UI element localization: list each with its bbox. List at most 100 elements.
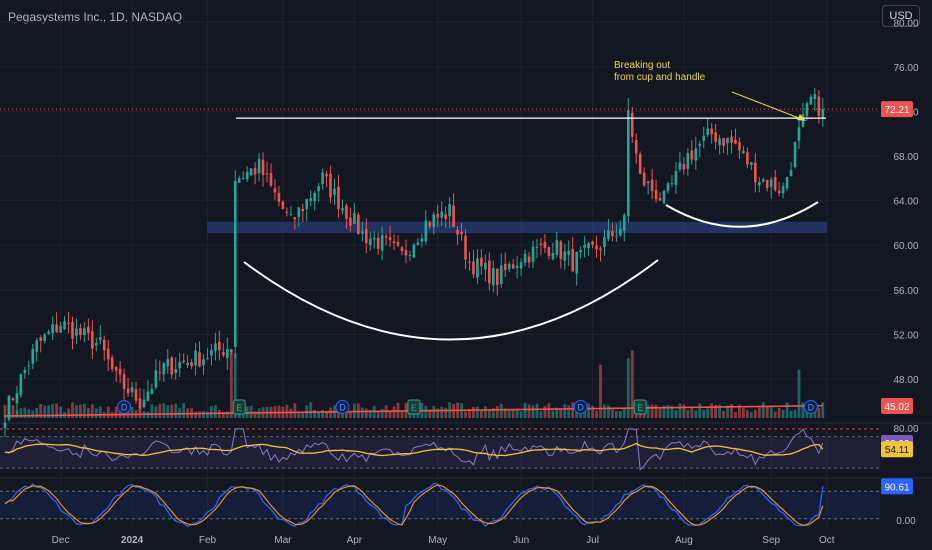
- candle-body: [400, 247, 404, 252]
- volume-bar: [599, 364, 602, 418]
- candle-body: [662, 190, 666, 204]
- candle-body: [726, 137, 729, 144]
- volume-bar: [611, 409, 614, 418]
- candle-body: [297, 207, 301, 217]
- volume-bar: [575, 411, 579, 418]
- candle-body: [269, 173, 273, 186]
- candle-body: [416, 242, 420, 245]
- candle-body: [241, 177, 245, 179]
- volume-bar: [630, 350, 634, 418]
- currency-button[interactable]: USD: [882, 5, 920, 27]
- candle-body: [372, 237, 376, 240]
- candle-body: [178, 362, 181, 369]
- annotation-arrow: [731, 91, 805, 121]
- volume-bar: [654, 404, 658, 418]
- volume-bar: [678, 403, 682, 418]
- volume-bar: [444, 407, 448, 418]
- rsi-ma-badge-bg: [881, 441, 913, 458]
- volume-bar: [285, 404, 289, 418]
- volume-bar: [158, 403, 162, 418]
- volume-bar: [90, 404, 94, 418]
- volume-bar: [229, 348, 233, 418]
- candle-body: [11, 398, 15, 400]
- candle-body: [503, 263, 507, 270]
- volume-bar: [428, 409, 432, 418]
- time-tick-label: Sep: [762, 535, 780, 546]
- volume-bar: [225, 411, 229, 418]
- candle-body: [182, 360, 185, 363]
- candle-body: [396, 242, 400, 246]
- volume-bar: [400, 411, 404, 418]
- candle-body: [190, 362, 193, 367]
- candle-body: [654, 189, 658, 200]
- volume-bar: [523, 402, 527, 418]
- candle-body: [309, 198, 312, 201]
- candle-body: [218, 341, 221, 351]
- volume-bar: [543, 405, 547, 418]
- volume-bar: [468, 409, 471, 418]
- candle-body: [55, 324, 58, 333]
- candle-body: [194, 350, 197, 366]
- price-tick-label: 80.00: [893, 18, 918, 29]
- candle-body: [170, 357, 174, 375]
- stoch-band: [0, 491, 880, 519]
- volume-bar: [75, 405, 78, 418]
- volume-bar: [511, 410, 515, 418]
- rsi-pane: [0, 428, 880, 471]
- handle-curve: [665, 201, 819, 228]
- candle-body: [746, 152, 749, 165]
- volume-bar: [658, 406, 662, 418]
- candle-body: [809, 96, 813, 105]
- candle-body: [35, 340, 39, 352]
- candle-body: [110, 357, 114, 370]
- volume-bar: [198, 411, 201, 418]
- candle-body: [301, 208, 305, 212]
- candle-body: [364, 229, 368, 244]
- dividend-marker-circle: [335, 400, 350, 414]
- dividend-marker-circle: [803, 400, 818, 414]
- candle-body: [452, 205, 455, 228]
- candle-body: [623, 215, 626, 231]
- price-tick-label: 64.00: [893, 197, 918, 208]
- volume-bar: [43, 405, 47, 418]
- volume-bar: [289, 408, 293, 418]
- volume-bar: [356, 403, 360, 418]
- volume-bar: [321, 409, 324, 418]
- volume-bar: [329, 407, 332, 418]
- volume-bar: [424, 405, 428, 418]
- candle-body: [19, 374, 23, 396]
- candle-body: [488, 260, 491, 284]
- candle-body: [785, 176, 789, 189]
- dividend-marker: D: [335, 400, 350, 414]
- volume-bar: [325, 411, 328, 418]
- time-tick-label: Jun: [513, 535, 529, 546]
- volume-bar: [579, 410, 583, 418]
- annotation-arrowhead: [797, 114, 806, 121]
- candle-body: [690, 150, 694, 160]
- volume-bar: [698, 403, 702, 418]
- candlesticks: [3, 87, 825, 437]
- last-price-badge: 72.21: [881, 101, 913, 118]
- volume-ma-badge-text: 45.02: [884, 402, 909, 413]
- candle-body: [349, 217, 352, 226]
- price-tick-label: 76.00: [893, 63, 918, 74]
- candle-body: [555, 240, 559, 255]
- volume-bar: [67, 408, 70, 418]
- earnings-marker-label: E: [236, 403, 242, 413]
- candle-body: [722, 138, 725, 147]
- time-tick-label: Mar: [274, 535, 292, 546]
- volume-bar: [662, 405, 666, 418]
- candle-body: [698, 143, 702, 146]
- volume-bar: [440, 406, 444, 418]
- time-tick-label: Apr: [347, 535, 363, 546]
- candle-body: [162, 363, 166, 375]
- volume-bar: [19, 408, 23, 418]
- candle-body: [436, 213, 440, 218]
- candle-body: [734, 139, 737, 144]
- candle-body: [261, 159, 265, 176]
- candle-body: [345, 205, 348, 219]
- volume-bar: [591, 405, 594, 418]
- candle-body: [718, 138, 721, 146]
- candle-body: [98, 337, 102, 340]
